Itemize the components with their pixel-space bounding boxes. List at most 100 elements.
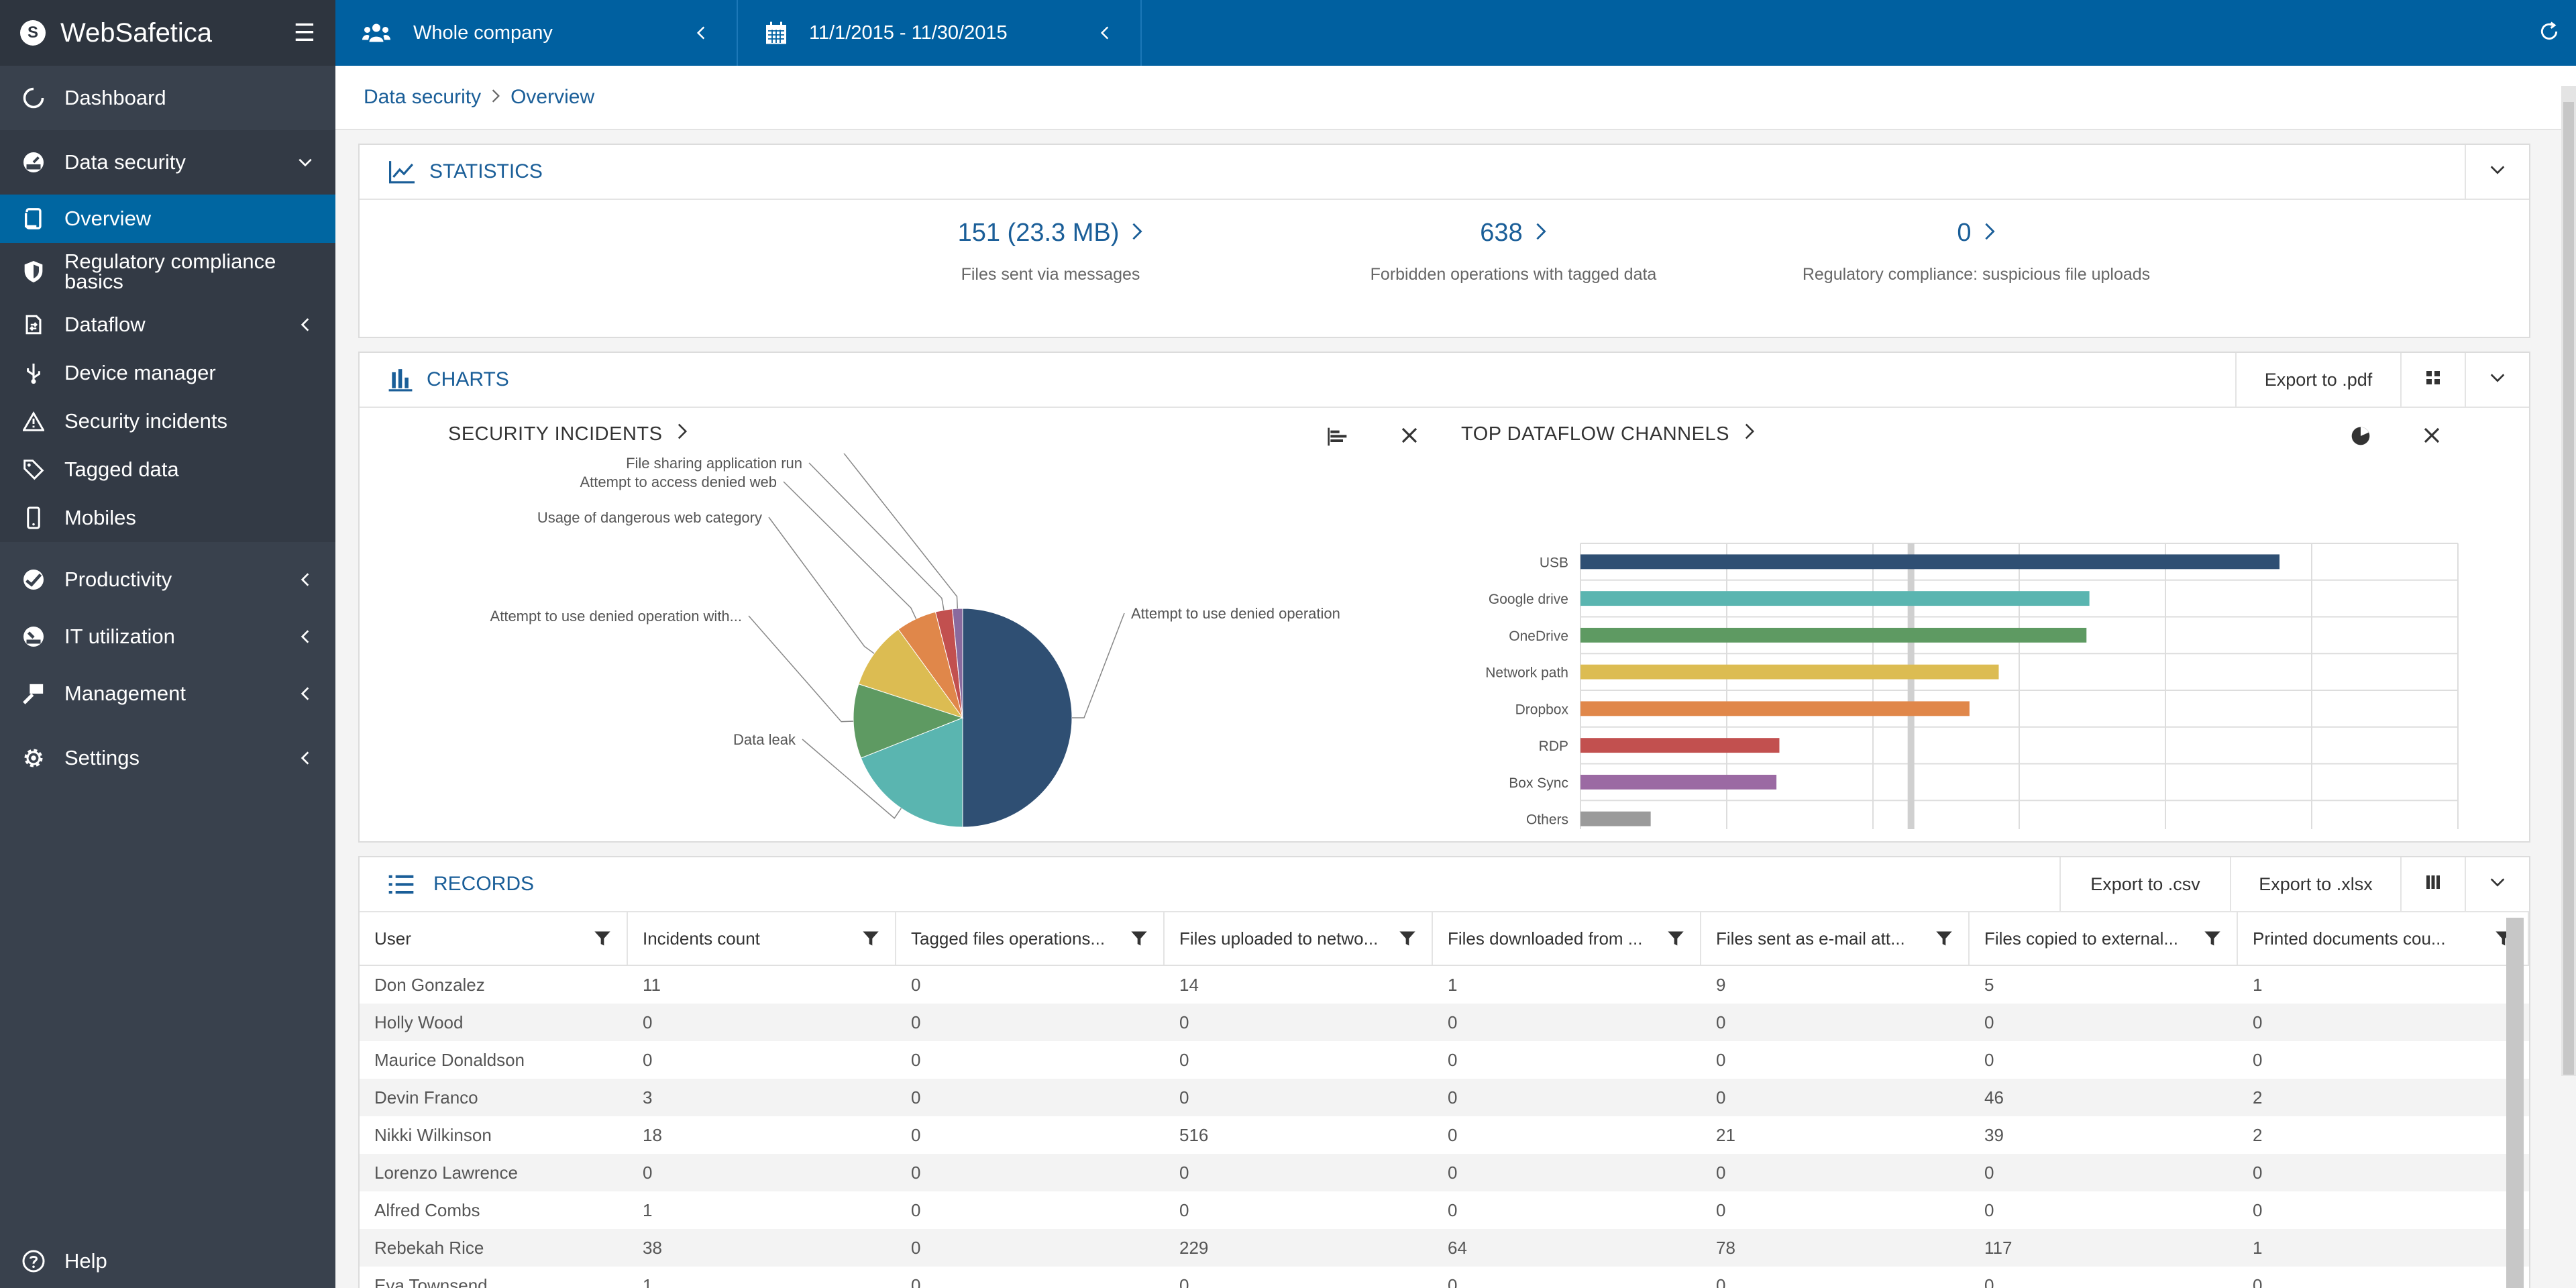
table-row[interactable]: Eva Townsend 1 0 0 0 0 0 0 [360,1267,2529,1288]
filter-icon[interactable] [1666,929,1685,948]
table-scrollbar[interactable] [2506,918,2524,1288]
collapse-statistics-button[interactable] [2465,145,2529,199]
column-header-printed-documents[interactable]: Printed documents cou... [2238,912,2529,965]
table-row[interactable]: Lorenzo Lawrence 0 0 0 0 0 0 0 [360,1154,2529,1191]
sidebar-item-dataflow[interactable]: Dataflow [0,301,335,349]
pie-slice[interactable] [853,683,964,759]
pie-slice[interactable] [860,717,963,828]
menu-toggle-icon[interactable]: ☰ [293,19,315,46]
table-cell: Don Gonzalez [374,974,485,995]
sidebar-item-label: Overview [64,207,152,230]
table-row[interactable]: Maurice Donaldson 0 0 0 0 0 0 0 [360,1041,2529,1079]
filter-icon[interactable] [1130,929,1148,948]
date-range-selector[interactable]: 11/1/2015 - 11/30/2015 [738,0,1142,66]
table-cell: 0 [1448,1012,1458,1032]
switch-to-bar-chart-icon[interactable] [1327,427,1348,447]
table-row[interactable]: Holly Wood 0 0 0 0 0 0 0 [360,1004,2529,1041]
stat-files-sent-via-messages[interactable]: 151 (23.3 MB) Files sent via messages [816,219,1285,284]
table-cell: 1 [643,1275,653,1288]
bar[interactable] [1580,554,2280,570]
stat-forbidden-operations[interactable]: 638 Forbidden operations with tagged dat… [1279,219,1748,284]
table-row[interactable]: Rebekah Rice 38 0 229 64 78 117 1 [360,1229,2529,1267]
records-table: User Incidents count Tagged files operat… [360,912,2529,1288]
bar[interactable] [1580,664,1999,680]
column-header-files-sent-email[interactable]: Files sent as e-mail att... [1701,912,1970,965]
help-label: Help [64,1249,107,1273]
sidebar-item-label: Tagged data [64,458,179,481]
bar[interactable] [1580,774,1777,790]
sidebar-item-overview[interactable]: Overview [0,195,335,243]
table-cell: 0 [911,1124,921,1145]
export-xlsx-button[interactable]: Export to .xlsx [2230,857,2400,911]
stat-value: 638 [1480,219,1523,247]
refresh-button[interactable] [2522,0,2576,66]
sidebar-item-mobiles[interactable]: Mobiles [0,494,335,542]
collapse-charts-button[interactable] [2465,353,2529,407]
top-dataflow-chart-title[interactable]: TOP DATAFLOW CHANNELS [1461,423,1755,445]
charts-header: CHARTS Export to .pdf [360,353,2529,408]
pie-leader-line [748,615,854,722]
layout-toggle-button[interactable] [2400,353,2465,407]
column-header-files-uploaded[interactable]: Files uploaded to netwo... [1165,912,1433,965]
export-pdf-button[interactable]: Export to .pdf [2235,353,2400,407]
sidebar-item-device-manager[interactable]: Device manager [0,349,335,397]
grid-layout-icon [2425,370,2441,390]
sidebar-item-data-security[interactable]: Data security [0,130,335,195]
sidebar-item-tagged-data[interactable]: Tagged data [0,445,335,494]
category-label: Network path [1485,665,1568,681]
table-row[interactable]: Alfred Combs 1 0 0 0 0 0 0 [360,1191,2529,1229]
bar[interactable] [1580,811,1651,826]
sidebar-item-settings[interactable]: Settings [0,726,335,790]
column-header-label: Incidents count [643,928,760,949]
switch-to-pie-chart-icon[interactable] [2350,425,2371,447]
table-cell: 0 [911,1162,921,1183]
statistics-panel: STATISTICS 151 (23.3 MB) Files sent via … [358,144,2530,338]
table-row[interactable]: Devin Franco 3 0 0 0 0 46 2 [360,1079,2529,1116]
calendar-icon [765,21,788,45]
column-header-files-downloaded[interactable]: Files downloaded from ... [1433,912,1701,965]
pie-slice[interactable] [962,608,1073,828]
column-header-files-copied[interactable]: Files copied to external... [1970,912,2238,965]
table-cell: Eva Townsend [374,1275,488,1288]
sidebar-item-security-incidents[interactable]: Security incidents [0,397,335,445]
filter-icon[interactable] [1398,929,1417,948]
columns-button[interactable] [2400,857,2465,911]
collapse-records-button[interactable] [2465,857,2529,911]
bar[interactable] [1580,627,2087,643]
table-row[interactable]: Nikki Wilkinson 18 0 516 0 21 39 2 [360,1116,2529,1154]
pie-slice-label: File sharing application run [626,455,802,472]
close-icon[interactable] [1399,425,1419,445]
column-header-tagged-files[interactable]: Tagged files operations... [896,912,1165,965]
breadcrumb-parent-link[interactable]: Data security [364,86,482,108]
page-scrollbar[interactable] [2561,86,2576,1076]
sidebar-item-help[interactable]: Help [0,1234,335,1288]
sidebar-item-label: IT utilization [64,625,175,648]
gauge-icon [20,149,47,176]
filter-icon[interactable] [861,929,880,948]
tag-icon [20,456,47,483]
date-range-label: 11/1/2015 - 11/30/2015 [809,21,1008,44]
stat-regulatory-compliance[interactable]: 0 Regulatory compliance: suspicious file… [1741,219,2211,284]
bar[interactable] [1580,591,2090,606]
filter-icon[interactable] [593,929,612,948]
sidebar-item-productivity[interactable]: Productivity [0,547,335,612]
column-header-incidents-count[interactable]: Incidents count [628,912,896,965]
sidebar-item-regulatory-compliance[interactable]: Regulatory compliance basics [0,243,335,301]
sidebar-item-management[interactable]: Management [0,661,335,726]
close-icon[interactable] [2422,425,2442,445]
sidebar-item-dashboard[interactable]: Dashboard [0,66,335,130]
security-incidents-chart-title[interactable]: SECURITY INCIDENTS [448,423,688,445]
chevron-left-icon [295,685,315,702]
column-header-user[interactable]: User [360,912,628,965]
scope-selector[interactable]: Whole company [335,0,738,66]
sidebar-item-it-utilization[interactable]: IT utilization [0,612,335,661]
bar[interactable] [1580,738,1780,753]
export-csv-button[interactable]: Export to .csv [2059,857,2230,911]
category-label: RDP [1539,739,1568,754]
document-icon [20,205,47,232]
bar[interactable] [1580,701,1970,716]
filter-icon[interactable] [2203,929,2222,948]
table-row[interactable]: Don Gonzalez 11 0 14 1 9 5 1 [360,966,2529,1004]
filter-icon[interactable] [1935,929,1953,948]
stat-value: 151 (23.3 MB) [957,219,1120,247]
